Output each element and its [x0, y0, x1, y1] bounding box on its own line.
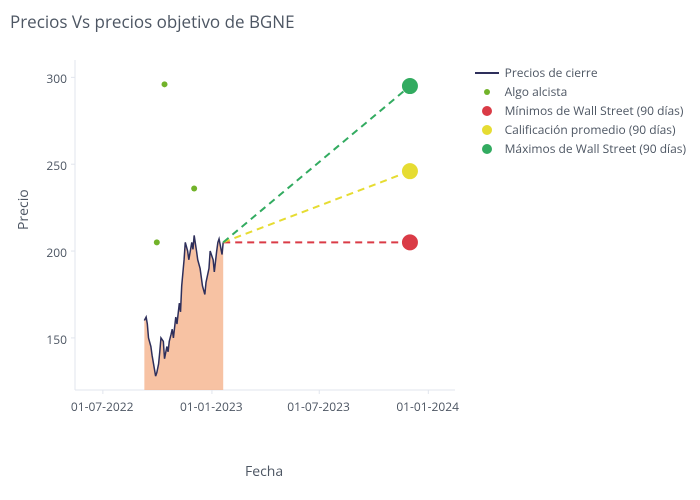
- x-tick-label: 01-01-2024: [396, 398, 459, 415]
- legend-item-high[interactable]: Máximos de Wall Street (90 días): [475, 139, 686, 158]
- x-tick-label: 01-07-2022: [71, 398, 134, 415]
- y-tick-label: 200: [46, 244, 67, 261]
- legend-item-close[interactable]: Precios de cierre: [475, 63, 686, 82]
- legend-dot-icon: [482, 106, 492, 116]
- legend-label: Calificación promedio (90 días): [505, 121, 676, 138]
- x-tick-label: 01-07-2023: [287, 398, 350, 415]
- x-axis-label: Fecha: [245, 462, 283, 481]
- chart-title: Precios Vs precios objetivo de BGNE: [10, 10, 295, 33]
- legend-item-low[interactable]: Mínimos de Wall Street (90 días): [475, 101, 686, 120]
- chart-svg: [60, 50, 460, 420]
- legend-label: Máximos de Wall Street (90 días): [505, 140, 686, 157]
- y-axis-label: Precio: [14, 189, 33, 230]
- x-tick-label: 01-01-2023: [180, 398, 243, 415]
- legend-dot-icon: [482, 144, 492, 154]
- y-tick-label: 150: [46, 331, 67, 348]
- legend-item-avg[interactable]: Calificación promedio (90 días): [475, 120, 686, 139]
- legend: Precios de cierre Algo alcista Mínimos d…: [475, 63, 686, 158]
- plot-area: [60, 50, 460, 420]
- legend-dot-icon: [482, 125, 492, 135]
- legend-label: Mínimos de Wall Street (90 días): [505, 102, 684, 119]
- legend-label: Algo alcista: [505, 83, 568, 100]
- legend-label: Precios de cierre: [505, 64, 598, 81]
- legend-item-bullish[interactable]: Algo alcista: [475, 82, 686, 101]
- legend-dot-icon: [484, 89, 490, 95]
- legend-line-icon: [475, 72, 499, 74]
- y-tick-label: 250: [46, 157, 67, 174]
- y-tick-label: 300: [46, 70, 67, 87]
